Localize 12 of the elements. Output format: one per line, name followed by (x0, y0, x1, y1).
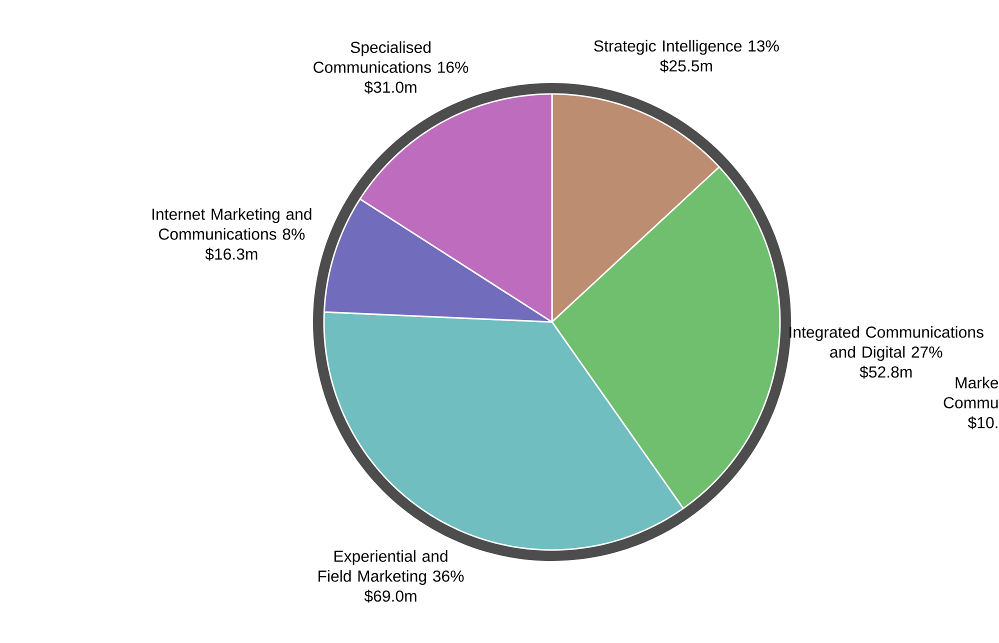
text: Commu (944, 397, 998, 408)
data-label: $31.0m (364, 80, 416, 94)
data-label: $52.8m (860, 366, 912, 379)
data-label: $25.5m (660, 60, 712, 72)
text: Marke (956, 376, 998, 388)
text: $10. (968, 416, 998, 430)
slice-label: Strategic Intelligence 13% (594, 40, 779, 55)
slice-label: Experiential and Field Marketing 36% (318, 550, 464, 585)
data-label: $69.0m (364, 590, 416, 603)
slice-label: Internet Marketing and Communications 8% (152, 208, 312, 240)
data-label: $16.3m (205, 248, 258, 261)
slice-label: Specialised Communications 16% (314, 41, 468, 73)
